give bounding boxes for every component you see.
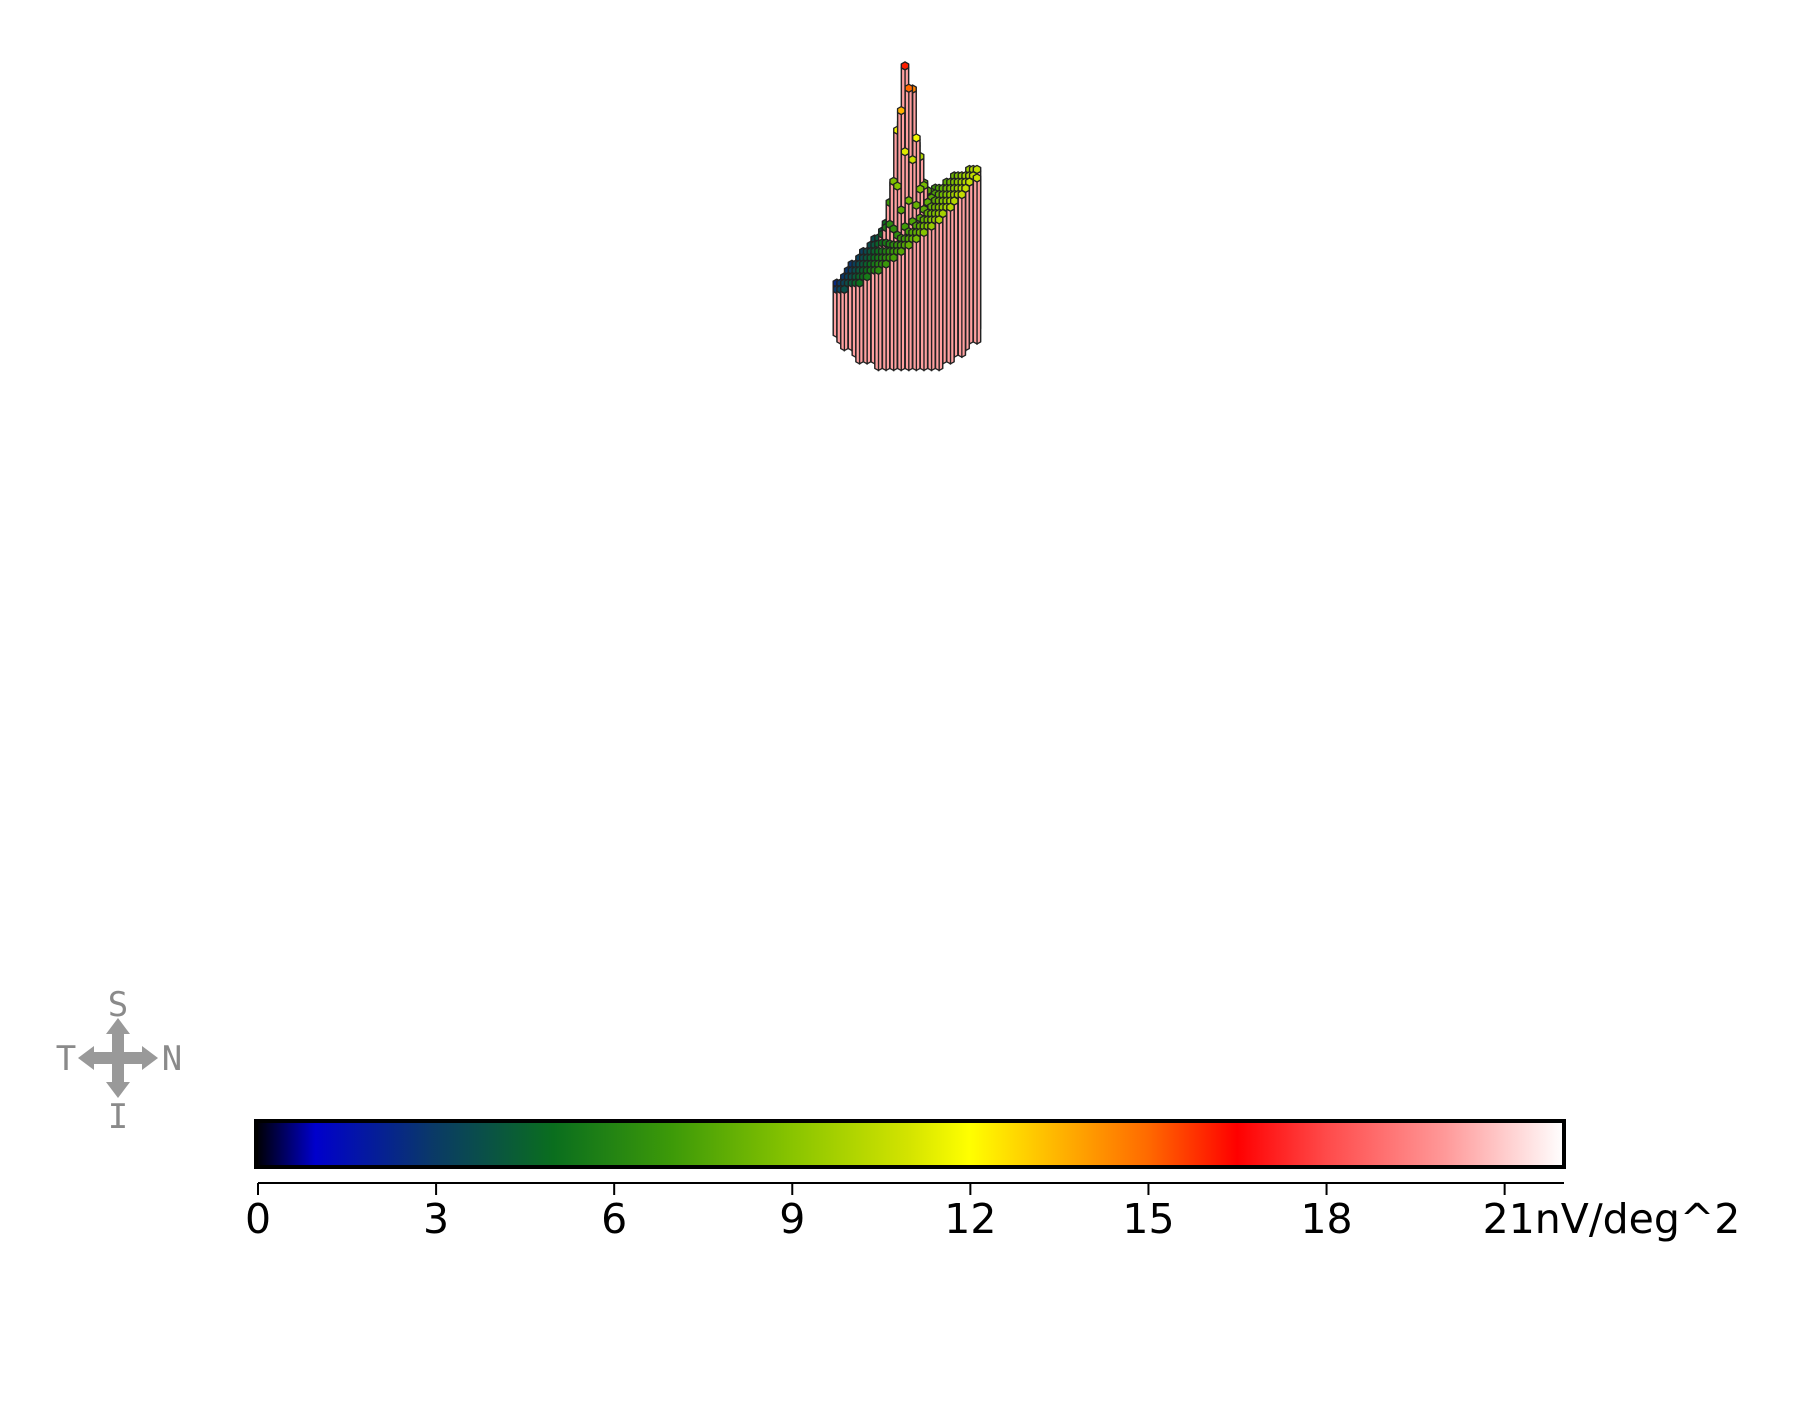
colorbar-tick-label: 6 xyxy=(601,1195,627,1243)
colorbar-tick-label: 12 xyxy=(944,1195,996,1243)
orientation-arrows-icon xyxy=(78,1018,158,1098)
hex-cell xyxy=(900,146,910,157)
orientation-right-label: N xyxy=(162,1039,182,1079)
hex-cell xyxy=(896,205,906,215)
hex-surface xyxy=(832,61,982,372)
hex-cell xyxy=(896,246,906,257)
hex-cell xyxy=(840,284,849,295)
hex-cell xyxy=(874,265,883,276)
hex-cell xyxy=(904,83,914,93)
hex-cell xyxy=(927,221,936,231)
hex-cell xyxy=(881,259,891,269)
hex-cell xyxy=(912,234,921,244)
hex-cell xyxy=(893,181,902,191)
orientation-bottom-label: I xyxy=(108,1097,128,1137)
colorbar-tick-label: 21nV/deg^2 xyxy=(1483,1195,1741,1243)
hex-cell xyxy=(904,195,914,206)
colorbar-tick-label: 18 xyxy=(1300,1195,1352,1243)
hex-cell xyxy=(919,227,929,238)
hex-cell xyxy=(904,240,914,250)
hex-cell xyxy=(912,200,921,210)
hex-cell xyxy=(915,184,925,194)
hex-cell xyxy=(862,271,872,282)
hex-cell xyxy=(855,278,864,288)
orientation-left-label: T xyxy=(56,1039,76,1079)
hex-cell xyxy=(900,61,910,71)
hex-cell xyxy=(912,133,921,143)
orientation-indicator: S T N I xyxy=(56,985,182,1137)
hex-cell xyxy=(946,202,955,212)
colorbar-tick-label: 9 xyxy=(779,1195,805,1243)
colorbar-tick-label: 0 xyxy=(245,1195,271,1243)
hex-cell xyxy=(908,154,917,165)
hex-cell xyxy=(957,189,967,200)
colorbar-tick-label: 3 xyxy=(423,1195,449,1243)
hex-cell xyxy=(896,105,906,116)
colorbar-tick-label: 15 xyxy=(1122,1195,1174,1243)
colorbar-gradient xyxy=(254,1119,1566,1169)
orientation-top-label: S xyxy=(108,985,128,1025)
hex-cell xyxy=(889,252,898,263)
colorbar: 0 3 6 9 12 15 18 21nV/deg^2 xyxy=(245,1119,1741,1243)
hex-cell xyxy=(972,173,982,183)
hex-cell xyxy=(934,215,944,225)
